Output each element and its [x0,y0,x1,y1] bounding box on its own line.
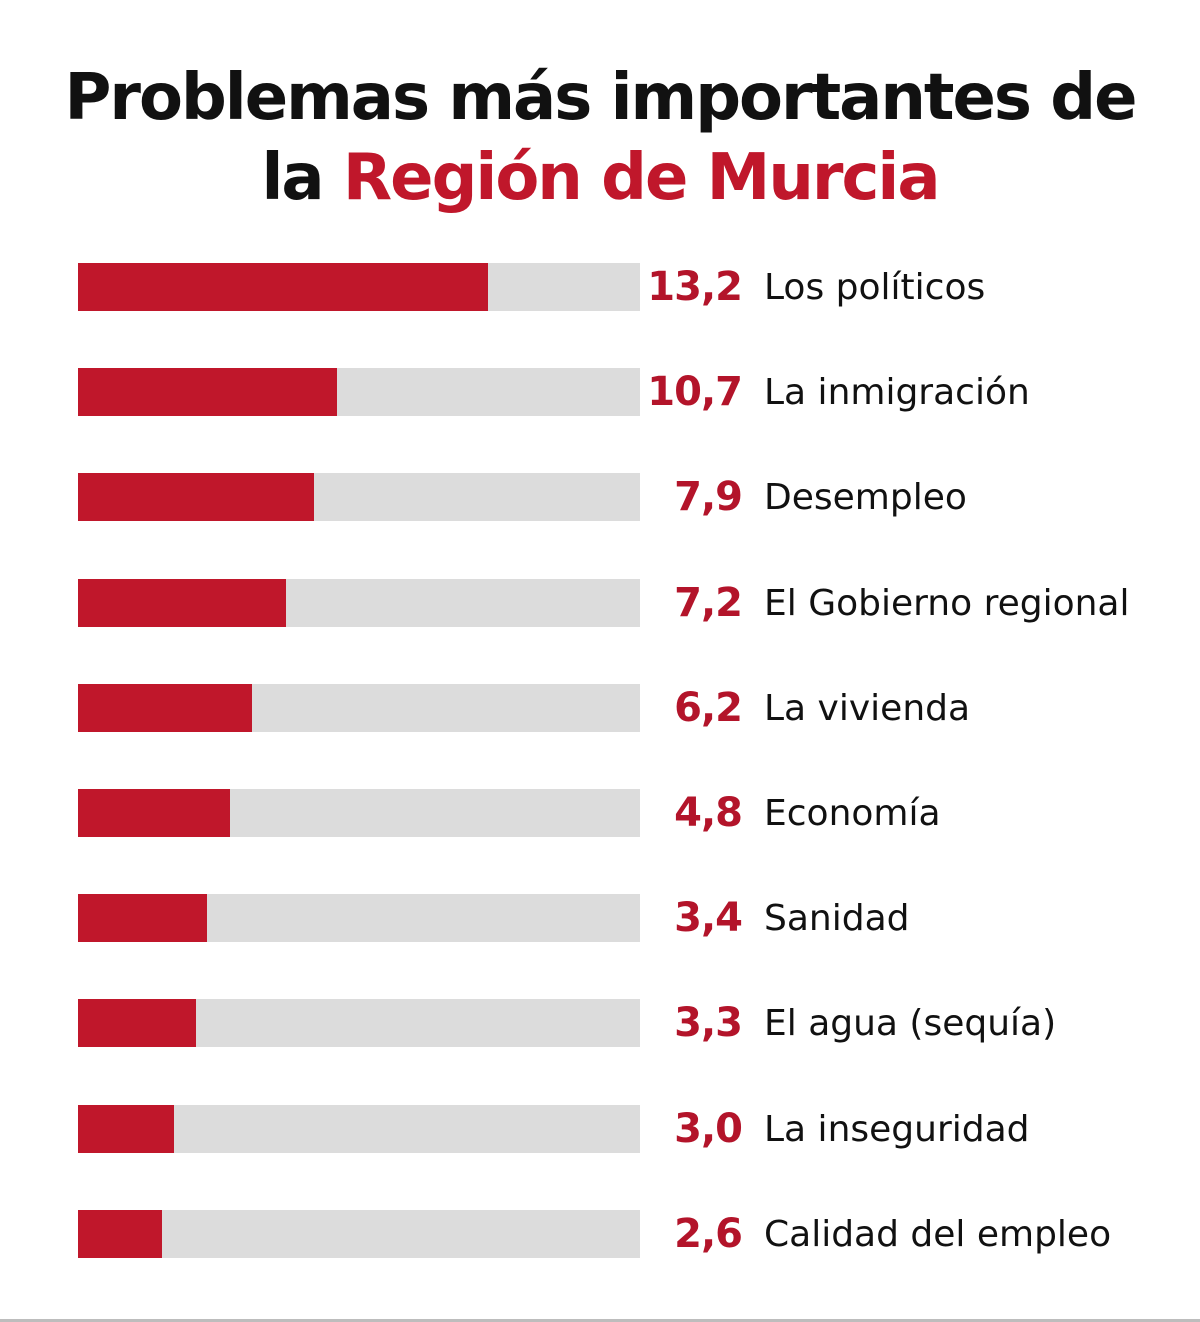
bar-value-label: 2,6 [674,1210,743,1257]
bar-row: 4,8 Economía [0,789,1200,839]
bar-fill [78,368,337,417]
bar-row: 2,6 Calidad del empleo [0,1209,1200,1260]
bar-category-label: La vivienda [764,687,971,729]
bar-row: 6,2 La vivienda [0,683,1200,734]
bar-fill [78,789,230,837]
bar-fill [78,894,207,943]
title-line-2-prefix: la [261,141,343,215]
bar-category-label: El agua (sequía) [764,1003,1057,1045]
bar-track [78,1104,640,1153]
bar-value-label: 13,2 [647,264,743,310]
bar-value-label: 6,2 [674,684,743,731]
bar-fill [78,683,252,732]
bar-category-label: La inmigración [764,372,1030,414]
bar-fill [78,1209,162,1258]
bar-category-label: Desempleo [764,477,967,519]
bar-track [78,368,640,417]
bar-category-label: La inseguridad [764,1108,1030,1150]
bar-fill [78,999,196,1048]
bar-row: 7,9 Desempleo [0,473,1200,523]
bar-fill [78,578,286,627]
bar-value-label: 10,7 [647,369,743,416]
bar-fill [78,473,314,522]
bar-track [78,1209,640,1258]
bar-category-label: Economía [764,793,941,834]
bar-category-label: Sanidad [764,898,910,940]
bar-track [78,894,640,943]
bar-track [78,473,640,522]
title-line-2: la Región de Murcia [0,138,1200,218]
bar-value-label: 7,2 [674,579,743,626]
bar-category-label: Calidad del empleo [764,1213,1112,1255]
bar-row: 7,2 El Gobierno regional [0,578,1200,629]
bottom-divider [0,1319,1200,1322]
bar-fill [78,263,488,311]
bar-value-label: 7,9 [674,474,743,521]
bar-category-label: Los políticos [764,267,986,308]
bar-row: 3,3 El agua (sequía) [0,999,1200,1049]
bar-value-label: 4,8 [674,790,743,836]
bar-track [78,263,640,311]
chart-title: Problemas más importantes de la Región d… [0,58,1200,218]
bar-row: 10,7 La inmigración [0,368,1200,418]
bar-value-label: 3,0 [674,1105,743,1152]
bar-row: 13,2 Los políticos [0,263,1200,313]
bar-value-label: 3,3 [674,1000,743,1047]
bar-value-label: 3,4 [674,895,743,942]
bar-row: 3,4 Sanidad [0,894,1200,944]
title-region-accent: Región de Murcia [342,141,941,215]
bar-category-label: El Gobierno regional [764,582,1130,624]
bar-fill [78,1104,174,1153]
bar-row: 3,0 La inseguridad [0,1104,1200,1155]
bar-track [78,578,640,627]
title-line-1: Problemas más importantes de [64,61,1138,135]
bar-track [78,999,640,1048]
bar-track [78,683,640,732]
bar-track [78,789,640,837]
